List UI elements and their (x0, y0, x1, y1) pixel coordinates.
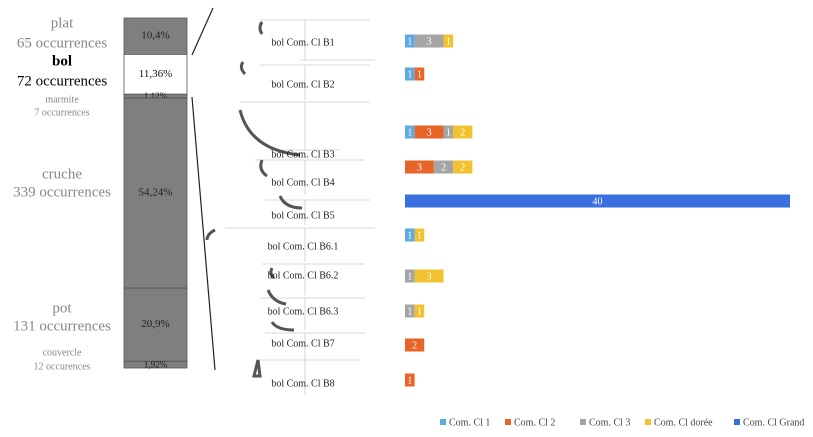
bar-segment (405, 304, 415, 318)
category-label: bol Com. Cl B6.3 (268, 306, 339, 317)
bar-segment (433, 160, 454, 174)
legend-swatch (440, 419, 446, 425)
legend-label: Com. Cl Grand (743, 417, 804, 428)
category-label: bol Com. Cl B7 (271, 338, 334, 349)
bar-segment (405, 338, 425, 352)
value-label: 1 (446, 36, 451, 47)
value-label: 1 (417, 230, 422, 241)
value-label: 3 (427, 271, 432, 282)
legend-label: Com. Cl 2 (514, 417, 555, 428)
value-label: 1,12% (144, 91, 168, 101)
value-label: 11,36% (139, 68, 173, 80)
category-label: marmite (45, 94, 79, 105)
value-label: 1,92% (144, 360, 168, 370)
bar-segment (443, 34, 454, 48)
bar-segment (405, 34, 415, 48)
segment (123, 360, 188, 369)
legend-swatch (580, 419, 586, 425)
bar-segment (414, 228, 425, 242)
value-label: 1 (407, 36, 412, 47)
legend-swatch (734, 419, 740, 425)
legend-label: Com. Cl 1 (449, 417, 490, 428)
value-label: 2 (441, 162, 446, 173)
value-label: 10,4% (141, 30, 169, 42)
category-label: bol Com. Cl B4 (271, 177, 334, 188)
bar-segment (414, 269, 444, 283)
value-label: 2 (460, 127, 465, 138)
category-label: bol Com. Cl B1 (271, 37, 334, 48)
category-label: bol Com. Cl B3 (271, 149, 334, 160)
legend-swatch (645, 419, 651, 425)
value-label: 1 (407, 69, 412, 80)
value-label: 3 (417, 162, 422, 173)
value-label: 1 (417, 69, 422, 80)
category-label: cruche (42, 166, 82, 182)
bar-segment (405, 125, 415, 139)
value-label: 1 (417, 306, 422, 317)
value-label: 54,24% (139, 187, 173, 199)
value-label: 1 (407, 127, 412, 138)
bar-segment (405, 67, 415, 81)
value-label: 3 (427, 36, 432, 47)
segment (123, 54, 188, 95)
value-label: 40 (593, 196, 603, 207)
value-label: 1 (407, 230, 412, 241)
legend-swatch (505, 419, 511, 425)
bar-segment (405, 228, 415, 242)
bar-segment (414, 125, 444, 139)
bar-segment (414, 304, 425, 318)
value-label: 2 (412, 340, 417, 351)
category-label: bol Com. Cl B2 (271, 79, 334, 90)
value-label: 20,9% (141, 318, 169, 330)
value-label: 1 (407, 375, 412, 386)
value-label: 1 (407, 306, 412, 317)
legend-label: Com. Cl dorée (654, 417, 713, 428)
segment (123, 97, 188, 289)
category-label: bol Com. Cl B6.2 (268, 270, 339, 281)
bar-segment (453, 125, 473, 139)
bar-segment (405, 160, 434, 174)
occurrence-label: 12 occurences (34, 361, 91, 372)
occurrence-label: 131 occurrences (13, 318, 111, 334)
value-label: 3 (427, 127, 432, 138)
value-label: 1 (407, 271, 412, 282)
bar-segment (443, 125, 454, 139)
occurrence-label: 7 occurrences (34, 107, 89, 118)
bar-segment (405, 269, 415, 283)
category-label: plat (51, 15, 74, 31)
category-label: pot (52, 300, 72, 316)
decor (191, 7, 375, 395)
legend-label: Com. Cl 3 (589, 417, 630, 428)
category-label: bol Com. Cl B6.1 (268, 241, 339, 252)
category-label: bol Com. Cl B5 (271, 210, 334, 221)
occurrence-label: 65 occurrences (17, 35, 108, 51)
bar-segment (405, 194, 790, 208)
bar-segment (453, 160, 473, 174)
value-label: 2 (460, 162, 465, 173)
bar-segment (405, 373, 415, 387)
category-label: couvercle (43, 347, 82, 358)
bar-segment (414, 34, 444, 48)
category-label: bol Com. Cl B8 (271, 378, 334, 389)
occurrence-label: 339 occurrences (13, 184, 111, 200)
category-label: bol (52, 53, 72, 69)
value-label: 1 (446, 127, 451, 138)
bar-segment (414, 67, 425, 81)
occurrence-label: 72 occurrences (17, 73, 108, 89)
